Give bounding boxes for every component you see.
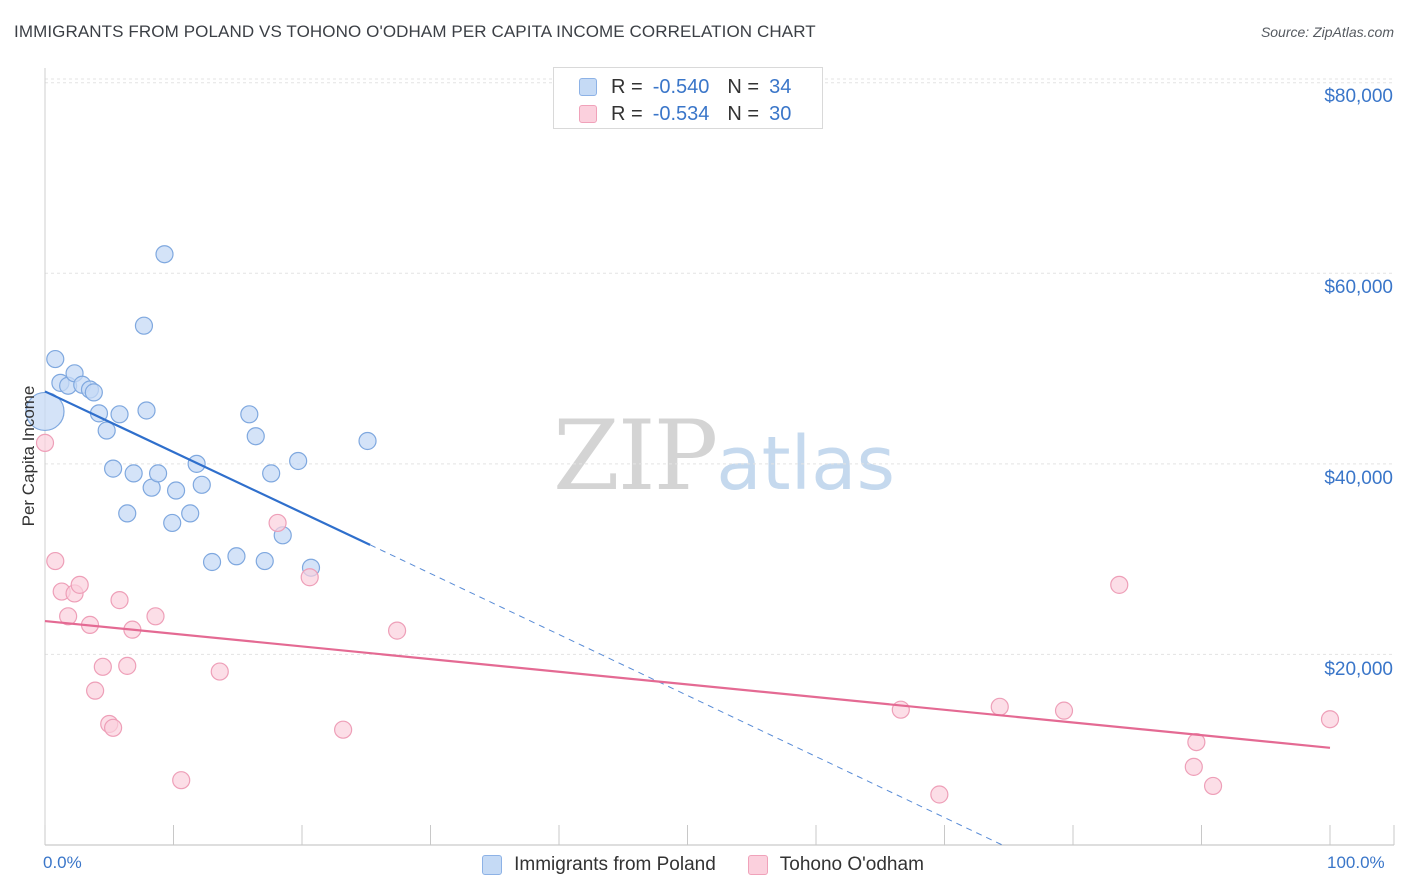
legend-r-value: -0.534 — [652, 102, 710, 125]
y-tick-label: $40,000 — [1324, 468, 1393, 489]
data-point-poland — [118, 504, 137, 523]
data-point-tohono — [110, 591, 129, 610]
legend-r-value: -0.540 — [652, 75, 710, 98]
data-point-tohono — [104, 718, 123, 737]
data-point-poland — [358, 431, 377, 451]
data-point-poland — [110, 405, 129, 424]
data-point-poland — [262, 464, 281, 483]
legend-item-poland[interactable]: Immigrants from Poland — [482, 854, 716, 876]
legend-item-label: Immigrants from Poland — [514, 854, 716, 875]
data-point-poland — [134, 316, 154, 335]
data-point-tohono — [300, 568, 319, 587]
data-point-poland — [202, 552, 222, 572]
data-point-poland — [124, 464, 143, 483]
trend-line-tohono — [44, 619, 1331, 749]
data-point-tohono — [1184, 757, 1203, 776]
data-point-poland — [137, 401, 156, 420]
data-point-poland — [246, 427, 265, 446]
data-point-tohono — [990, 697, 1009, 716]
source-label: Source: ZipAtlas.com — [1260, 24, 1394, 40]
legend-n-label: N = — [727, 102, 760, 125]
legend-swatch-blue — [482, 855, 503, 875]
legend-swatch-blue — [579, 78, 597, 96]
legend-row-poland: R = -0.540 N = 34 — [579, 75, 791, 99]
y-tick-label: $60,000 — [1324, 277, 1393, 298]
data-point-tohono — [210, 662, 229, 681]
data-point-tohono — [118, 656, 137, 675]
data-point-tohono — [59, 607, 78, 626]
watermark-zip: ZIP — [553, 400, 718, 512]
legend-row-tohono: R = -0.534 N = 30 — [579, 102, 791, 126]
data-point-tohono — [268, 513, 287, 533]
data-point-poland — [240, 405, 259, 424]
y-tick-label: $80,000 — [1324, 86, 1393, 107]
data-point-poland — [97, 421, 116, 440]
data-point-tohono — [70, 575, 89, 594]
trend-line-poland — [44, 390, 371, 546]
legend-r-label: R = — [611, 102, 643, 125]
trend-line-poland-extension — [369, 544, 1003, 846]
legend-n-value: 34 — [769, 75, 792, 98]
x-tick-label-min: 0.0% — [43, 853, 82, 872]
legend-swatch-pink — [579, 105, 597, 123]
data-point-poland — [155, 245, 174, 264]
data-point-poland — [166, 481, 186, 500]
data-point-poland — [148, 464, 168, 483]
legend-r-label: R = — [611, 75, 643, 98]
series-legend: Immigrants from Poland Tohono O'odham — [0, 852, 1406, 878]
watermark-atlas: atlas — [716, 421, 896, 507]
y-axis-label: Per Capita Income — [19, 385, 38, 527]
data-point-tohono — [146, 607, 165, 626]
chart-title: IMMIGRANTS FROM POLAND VS TOHONO O'ODHAM… — [14, 22, 816, 41]
legend-n-value: 30 — [769, 102, 792, 125]
data-point-tohono — [1203, 776, 1223, 796]
data-point-tohono — [334, 720, 353, 739]
data-point-tohono — [172, 771, 191, 790]
x-tick-label-max: 100.0% — [1327, 853, 1385, 872]
data-point-tohono — [1320, 710, 1340, 729]
legend-swatch-pink — [747, 855, 768, 875]
data-point-tohono — [46, 551, 65, 571]
data-point-poland — [46, 349, 65, 369]
legend-item-label: Tohono O'odham — [779, 854, 924, 875]
data-point-tohono — [1110, 575, 1129, 594]
data-point-poland — [181, 504, 200, 523]
data-point-poland — [255, 551, 274, 571]
data-point-tohono — [891, 700, 910, 719]
data-point-poland — [84, 383, 103, 402]
data-point-tohono — [930, 785, 949, 804]
data-point-tohono — [387, 621, 407, 640]
data-point-tohono — [93, 657, 112, 676]
correlation-legend: R = -0.540 N = 34 R = -0.534 N = 30 — [553, 67, 823, 129]
data-point-poland — [289, 451, 308, 471]
data-point-poland — [192, 475, 211, 494]
data-point-poland — [163, 513, 182, 533]
legend-n-label: N = — [727, 75, 760, 98]
data-point-tohono — [86, 681, 105, 700]
data-point-poland — [227, 547, 246, 566]
watermark: ZIPatlas — [553, 400, 895, 512]
legend-item-tohono[interactable]: Tohono O'odham — [747, 854, 924, 876]
data-point-tohono — [35, 433, 55, 452]
y-tick-label: $20,000 — [1324, 659, 1393, 680]
data-point-poland — [104, 459, 123, 478]
data-point-tohono — [1054, 701, 1074, 720]
